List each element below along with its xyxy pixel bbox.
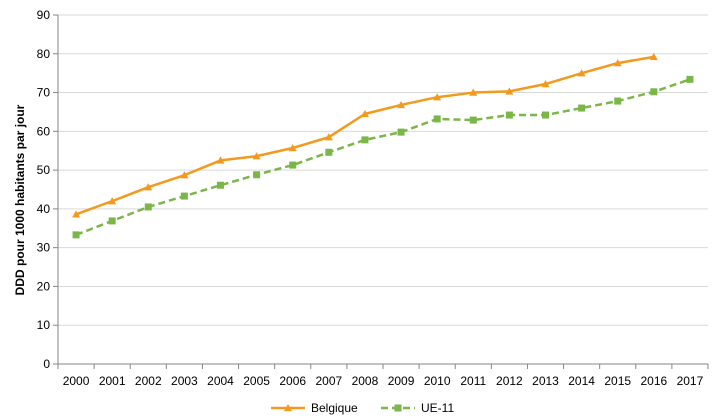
- data-point-ue-11: [614, 97, 622, 105]
- data-point-belgique: [288, 144, 297, 152]
- y-tick-label: 10: [37, 318, 51, 332]
- y-tick-label: 90: [37, 8, 51, 22]
- data-point-belgique: [649, 52, 658, 61]
- x-tick-label: 2005: [243, 374, 270, 388]
- x-tick-label: 2004: [207, 374, 234, 388]
- y-tick-label: 40: [37, 202, 51, 216]
- data-point-ue-11: [72, 231, 80, 239]
- y-tick-label: 60: [37, 124, 51, 138]
- data-point-belgique: [72, 210, 81, 218]
- data-point-ue-11: [433, 115, 441, 123]
- data-point-ue-11: [325, 148, 333, 156]
- x-tick-label: 2015: [604, 374, 631, 388]
- data-point-belgique: [469, 88, 478, 96]
- x-tick-label: 2017: [677, 374, 704, 388]
- data-point-ue-11: [686, 75, 694, 83]
- legend-marker-belgique: [284, 404, 292, 412]
- legend-label-ue-11: UE-11: [421, 401, 454, 415]
- x-tick-label: 2011: [460, 374, 486, 388]
- series-line-ue-11: [75, 78, 691, 237]
- x-tick-label: 2009: [388, 374, 415, 388]
- data-point-ue-11: [469, 116, 477, 124]
- data-point-ue-11: [542, 111, 549, 119]
- data-point-ue-11: [108, 217, 116, 225]
- grid-lines: [58, 14, 708, 326]
- data-point-ue-11: [144, 203, 152, 211]
- y-tick-label: 70: [37, 86, 51, 100]
- legend-item-ue-11: UE-11: [381, 401, 454, 415]
- legend-label-belgique: Belgique: [311, 401, 358, 415]
- data-point-ue-11: [361, 136, 369, 144]
- data-point-belgique: [360, 109, 369, 118]
- series-line-belgique: [75, 55, 655, 216]
- axes: [53, 14, 709, 369]
- x-tick-label: 2002: [135, 374, 162, 388]
- y-tick-label: 0: [43, 357, 50, 371]
- y-tick-label: 20: [37, 279, 51, 293]
- x-tick-label: 2014: [568, 374, 595, 388]
- data-point-belgique: [108, 197, 117, 205]
- data-point-ue-11: [253, 171, 261, 179]
- data-point-ue-11: [217, 181, 224, 189]
- data-point-ue-11: [397, 128, 405, 136]
- x-tick-label: 2003: [171, 374, 198, 388]
- data-point-belgique: [505, 87, 514, 95]
- y-tick-label: 80: [37, 47, 51, 61]
- data-point-ue-11: [505, 111, 513, 119]
- x-tick-label: 2013: [532, 374, 559, 388]
- series-group: [72, 52, 694, 239]
- data-point-ue-11: [289, 161, 297, 169]
- x-tick-label: 2001: [99, 374, 126, 388]
- x-tick-label: 2008: [352, 374, 379, 388]
- y-tick-label: 30: [37, 241, 51, 255]
- data-point-ue-11: [180, 192, 188, 200]
- x-tick-label: 2010: [424, 374, 451, 388]
- x-tick-label: 2012: [496, 374, 523, 388]
- x-tick-label: 2016: [640, 374, 667, 388]
- data-point-belgique: [216, 156, 225, 164]
- data-point-ue-11: [650, 88, 658, 96]
- x-tick-label: 2007: [315, 374, 342, 388]
- y-axis-title: DDD pour 1000 habitants par jour: [13, 104, 27, 295]
- y-tick-labels: 0 10 20 30 40 50 60 70 80 90: [37, 8, 51, 371]
- legend-item-belgique: Belgique: [271, 401, 358, 415]
- data-point-belgique: [577, 69, 586, 77]
- x-tick-label: 2006: [279, 374, 306, 388]
- data-point-belgique: [541, 80, 550, 88]
- data-point-belgique: [252, 152, 261, 160]
- data-point-belgique: [613, 59, 622, 67]
- data-point-belgique: [433, 93, 442, 101]
- data-point-belgique: [180, 171, 189, 179]
- x-tick-labels: 2000 2001 2002 2003 2004 2005 2006 2007 2008 2009…: [63, 374, 704, 388]
- data-point-belgique: [144, 183, 153, 191]
- x-tick-label: 2000: [63, 374, 90, 388]
- data-point-belgique: [397, 100, 406, 109]
- legend-marker-ue-11: [394, 404, 402, 412]
- y-tick-label: 50: [37, 163, 51, 177]
- legend: Belgique UE-11: [271, 401, 454, 415]
- series-ue-11: [72, 75, 694, 239]
- data-point-ue-11: [578, 104, 586, 112]
- series-belgique: [72, 52, 658, 218]
- data-point-belgique: [324, 133, 333, 141]
